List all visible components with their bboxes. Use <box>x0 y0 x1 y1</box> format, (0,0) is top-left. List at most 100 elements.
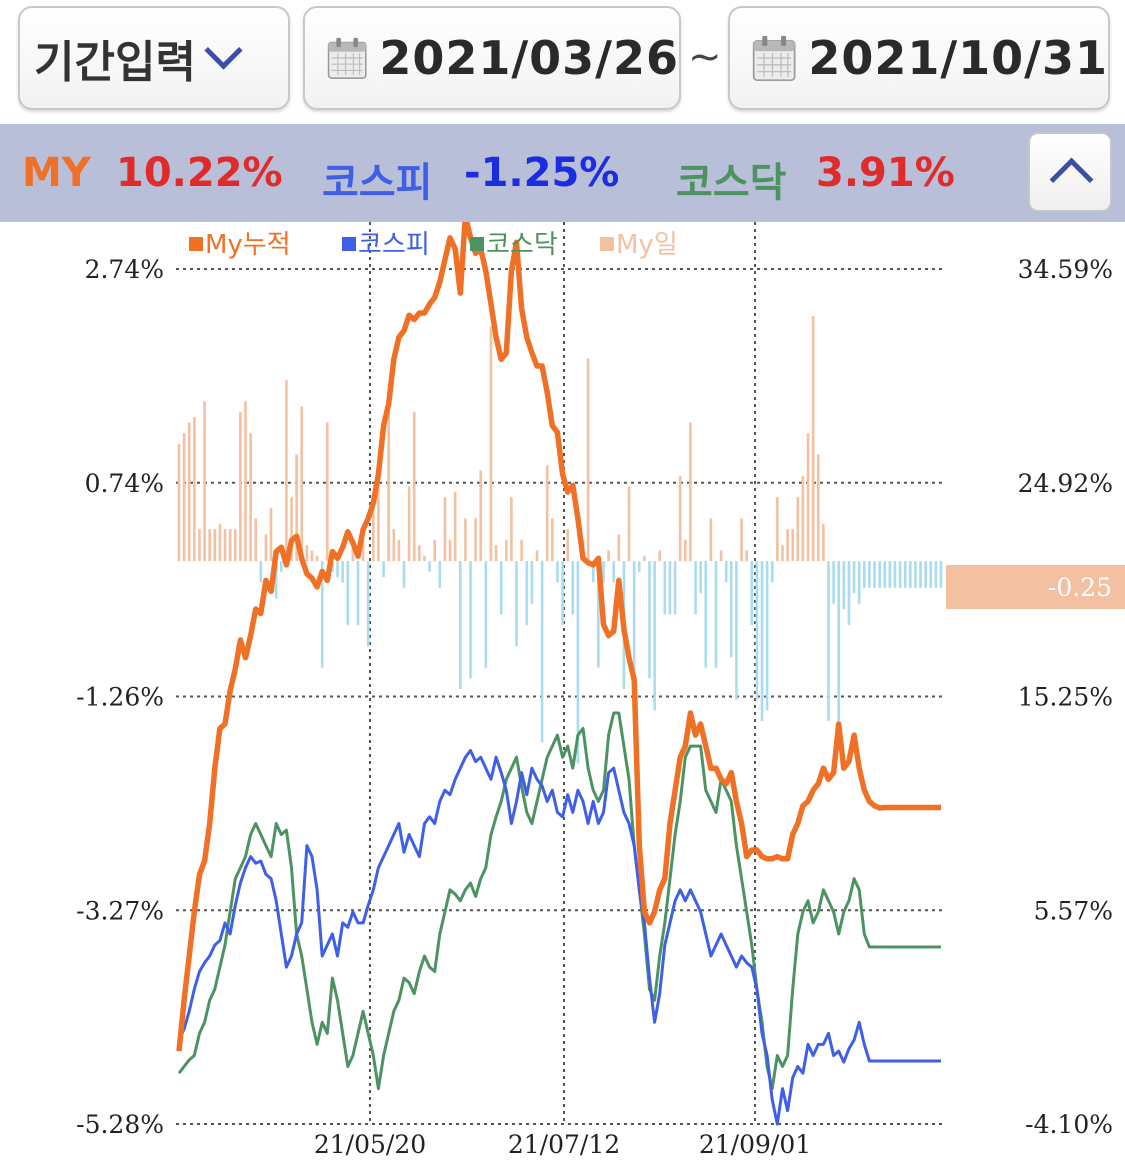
daily-bar <box>683 539 687 562</box>
last-daily-badge <box>946 565 1125 609</box>
performance-chart: 2.74% 0.74% -1.26% -3.27% -5.28% 34.59% 24.92%… <box>76 222 1125 1159</box>
daily-bar <box>909 561 912 588</box>
my-value: 10.22% <box>116 150 283 196</box>
daily-bar <box>515 561 518 647</box>
daily-bar <box>310 550 314 562</box>
daily-bar <box>806 433 810 562</box>
x-axis-label: 21/07/12 <box>508 1130 620 1159</box>
daily-bar <box>290 497 293 562</box>
legend-label: My일 <box>616 230 678 260</box>
date-to-button[interactable]: 2021/10/31 <box>728 6 1110 110</box>
daily-bar <box>269 507 273 562</box>
daily-bar <box>663 561 667 615</box>
right-axis-label: -4.10% <box>1025 1110 1113 1139</box>
daily-bar <box>535 550 539 562</box>
daily-bar <box>811 315 815 562</box>
daily-bar <box>781 545 784 562</box>
calendar-icon <box>752 35 796 82</box>
daily-bar <box>494 545 498 562</box>
legend-swatch <box>470 237 484 251</box>
daily-bar <box>208 529 211 562</box>
daily-bar <box>868 561 871 588</box>
date-from-text: 2021/03/26 <box>379 31 679 85</box>
daily-bar <box>418 545 421 562</box>
daily-bar <box>423 555 426 562</box>
daily-bar <box>903 561 907 588</box>
daily-bar <box>407 486 411 562</box>
daily-bar <box>315 555 319 562</box>
daily-bar <box>786 529 789 562</box>
x-axis-label: 21/09/01 <box>699 1130 811 1159</box>
daily-bar <box>346 561 350 626</box>
legend-label: 코스피 <box>358 230 430 260</box>
daily-bar <box>816 454 820 562</box>
daily-bar <box>648 561 651 679</box>
cumulative-lines <box>176 222 941 1126</box>
daily-bar <box>837 561 841 722</box>
daily-bar <box>755 561 759 700</box>
daily-bar <box>428 561 431 572</box>
daily-bar <box>586 358 590 562</box>
left-axis-label: 2.74% <box>85 255 164 284</box>
chart-legend: My누적 코스피 코스닥 My일 <box>189 230 678 260</box>
calendar-icon <box>327 37 367 79</box>
left-axis-label: -5.28% <box>76 1110 164 1139</box>
daily-bar <box>402 561 406 588</box>
daily-bar <box>453 491 457 562</box>
daily-bar <box>187 422 191 562</box>
summary-bar: MY 10.22% 코스피 -1.25% 코스닥 3.91% <box>0 124 1125 222</box>
daily-bar <box>689 422 692 562</box>
daily-bar <box>883 561 887 588</box>
daily-bar <box>499 561 503 615</box>
daily-bar <box>336 561 339 578</box>
daily-bar <box>822 523 825 562</box>
daily-bar <box>397 539 401 562</box>
daily-bar <box>300 406 304 562</box>
period-select-button[interactable]: 기간입력 <box>18 6 290 110</box>
daily-bar <box>765 561 769 711</box>
daily-bar <box>520 539 523 562</box>
daily-bar <box>862 561 866 588</box>
daily-bar <box>244 401 247 562</box>
daily-bar <box>438 561 442 588</box>
collapse-button[interactable] <box>1028 132 1112 212</box>
daily-bar <box>474 518 477 562</box>
chart-axes: 2.74% 0.74% -1.26% -3.27% -5.28% 34.59% 24.92%… <box>76 255 1125 1159</box>
chevron-down-icon <box>204 30 243 70</box>
daily-bar <box>382 561 385 578</box>
legend-swatch <box>600 237 614 251</box>
daily-bar <box>796 497 800 562</box>
daily-bar <box>274 561 278 599</box>
daily-bar <box>295 454 298 562</box>
daily-bar <box>857 561 861 604</box>
daily-bar <box>228 529 232 562</box>
daily-bar <box>719 550 723 562</box>
last-daily-value: -0.25 <box>1048 573 1112 602</box>
daily-bar <box>561 561 564 626</box>
daily-bar <box>653 561 656 711</box>
daily-bar <box>612 561 615 583</box>
daily-bar <box>198 529 201 562</box>
daily-bar <box>637 561 641 572</box>
kosdaq-line <box>177 711 941 1091</box>
daily-bar <box>177 443 181 562</box>
daily-bar <box>489 326 493 562</box>
daily-bar <box>361 539 365 562</box>
date-from-button[interactable]: 2021/03/26 <box>303 6 681 110</box>
daily-bar <box>193 417 196 562</box>
daily-bar <box>643 555 646 562</box>
daily-bar <box>934 561 938 588</box>
daily-bar <box>914 561 917 588</box>
legend-swatch <box>342 237 356 251</box>
daily-bar <box>223 529 227 562</box>
daily-bar <box>320 561 324 668</box>
daily-bar <box>443 497 447 562</box>
x-axis-label: 21/05/20 <box>314 1130 426 1159</box>
legend-label: 코스닥 <box>486 230 558 260</box>
daily-bar <box>479 470 483 562</box>
daily-bar <box>888 561 892 588</box>
daily-bar <box>464 518 467 562</box>
daily-bar <box>924 561 927 588</box>
daily-bar <box>791 529 794 562</box>
daily-bar <box>233 529 237 562</box>
